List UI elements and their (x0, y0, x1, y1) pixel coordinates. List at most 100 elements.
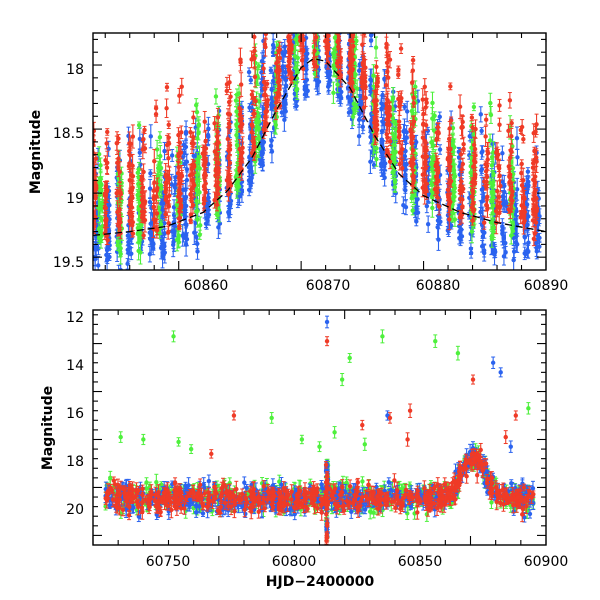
data-point (281, 13, 285, 17)
data-point (525, 223, 529, 227)
data-point (515, 242, 519, 246)
data-point (234, 133, 238, 137)
data-point (479, 168, 483, 172)
data-point (270, 105, 274, 109)
data-point (537, 236, 541, 240)
data-point (159, 187, 163, 191)
data-point (515, 155, 519, 159)
data-point (195, 249, 199, 253)
data-point (349, 0, 353, 2)
data-point (98, 176, 102, 180)
data-point (197, 123, 201, 127)
data-point (282, 118, 286, 122)
data-point (348, 7, 352, 11)
top-plot-area (90, 0, 546, 287)
data-point (194, 188, 198, 192)
data-point (137, 123, 141, 127)
data-point (116, 274, 120, 278)
data-point (170, 153, 174, 157)
data-point (305, 51, 309, 55)
data-point (401, 203, 405, 207)
data-point (348, 10, 352, 14)
data-point (275, 13, 279, 17)
data-point (526, 169, 530, 173)
data-point (326, 24, 330, 28)
data-point (368, 160, 372, 164)
data-point (479, 210, 483, 214)
data-point (162, 149, 166, 153)
data-point (327, 82, 331, 86)
data-point (438, 115, 442, 119)
data-point (380, 119, 384, 123)
data-point (249, 176, 253, 180)
data-point (273, 3, 277, 7)
data-point (479, 112, 483, 116)
data-point (206, 133, 210, 137)
data-point (234, 109, 238, 113)
data-point (148, 200, 152, 204)
data-point (502, 190, 506, 194)
data-point (107, 203, 111, 207)
data-point (185, 160, 189, 164)
data-point (97, 236, 101, 240)
data-point (235, 143, 239, 147)
data-point (274, 123, 278, 127)
data-point (294, 27, 298, 31)
data-point (185, 178, 189, 182)
data-point (303, 17, 307, 21)
data-point (294, 25, 298, 29)
data-point (126, 251, 130, 255)
data-point (369, 33, 373, 37)
data-point (207, 200, 211, 204)
data-point (414, 219, 418, 223)
data-point (105, 258, 109, 262)
data-point (511, 258, 515, 262)
data-point (181, 233, 185, 237)
data-point (346, 20, 350, 24)
data-point (436, 237, 440, 241)
data-point (149, 134, 153, 138)
data-point (196, 131, 200, 135)
data-point (479, 129, 483, 133)
data-point (247, 70, 251, 74)
data-point (293, 19, 297, 23)
data-point (502, 254, 506, 258)
data-point (479, 150, 483, 154)
data-point (150, 242, 154, 246)
data-point (324, 12, 328, 16)
data-point (258, 162, 262, 166)
data-point (281, 74, 285, 78)
data-point (371, 27, 375, 31)
data-point (405, 135, 409, 139)
data-point (469, 247, 473, 251)
data-point (171, 243, 175, 247)
data-point (269, 138, 273, 142)
data-point (500, 228, 504, 232)
data-point (438, 147, 442, 151)
data-point (237, 91, 241, 95)
data-point (480, 244, 484, 248)
data-point (119, 252, 123, 256)
data-point (158, 154, 162, 158)
data-point (98, 163, 102, 167)
data-point (183, 208, 187, 212)
data-point (261, 146, 265, 150)
data-point (537, 244, 541, 248)
data-point (184, 131, 188, 135)
data-point (99, 217, 103, 221)
data-point (170, 229, 174, 233)
data-point (177, 233, 181, 237)
data-point (281, 15, 285, 19)
data-point (184, 195, 188, 199)
data-point (136, 171, 140, 175)
data-point (416, 210, 420, 214)
data-point (325, 15, 329, 19)
data-point (138, 250, 142, 254)
data-point (192, 231, 196, 235)
data-point (162, 243, 166, 247)
data-point (303, 17, 307, 21)
data-point (158, 135, 162, 139)
data-point (347, 110, 351, 114)
data-point (303, 15, 307, 19)
data-point (195, 217, 199, 221)
